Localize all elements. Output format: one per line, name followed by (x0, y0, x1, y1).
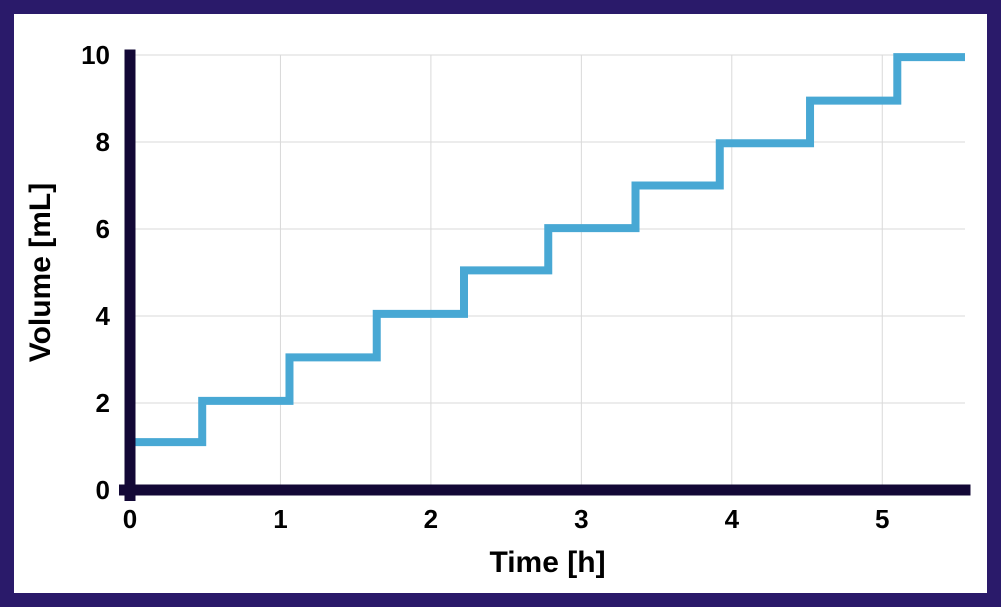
y-tick-label: 2 (96, 388, 110, 418)
x-tick-label: 4 (725, 504, 740, 534)
y-tick-label: 6 (96, 214, 110, 244)
y-tick-label: 0 (96, 475, 110, 505)
x-tick-label: 0 (123, 504, 137, 534)
y-tick-label: 8 (96, 127, 110, 157)
x-tick-label: 1 (273, 504, 287, 534)
y-axis-title: Volume [mL] (24, 183, 57, 362)
chart-frame: 0 1 2 3 4 5 0 2 4 6 8 10 Time [h] Volume [mL] (0, 0, 1001, 607)
x-tick-label: 2 (424, 504, 438, 534)
step-chart: 0 1 2 3 4 5 0 2 4 6 8 10 Time [h] Volume [mL] (0, 0, 1001, 607)
y-tick-label: 4 (96, 301, 111, 331)
x-tick-label: 5 (875, 504, 889, 534)
x-axis-title: Time [h] (489, 546, 605, 579)
x-tick-label: 3 (574, 504, 588, 534)
y-tick-label: 10 (81, 40, 110, 70)
